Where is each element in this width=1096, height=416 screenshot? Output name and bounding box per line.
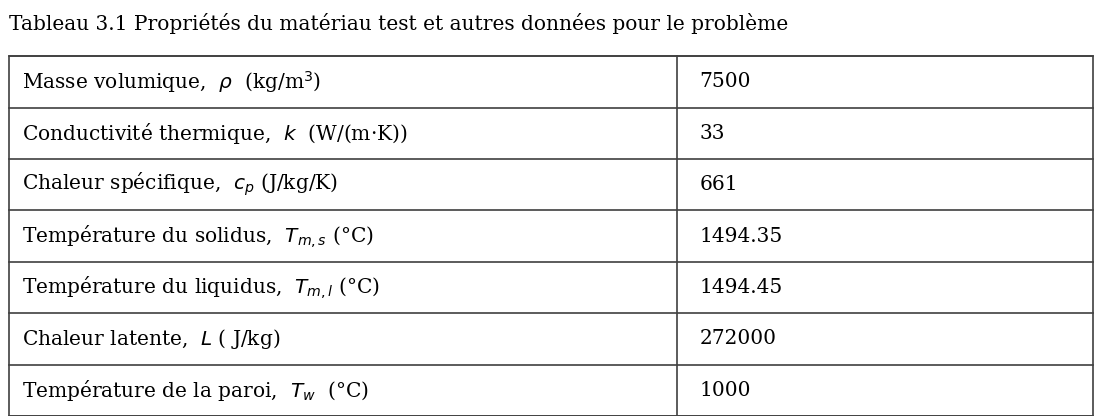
Text: 1000: 1000	[699, 381, 751, 400]
Text: Chaleur latente,  $L$ ( J/kg): Chaleur latente, $L$ ( J/kg)	[22, 327, 281, 351]
Text: 661: 661	[699, 175, 738, 194]
Text: 7500: 7500	[699, 72, 751, 92]
Text: Conductivité thermique,  $k$  (W/(m·K)): Conductivité thermique, $k$ (W/(m·K))	[22, 121, 408, 146]
Text: 1494.45: 1494.45	[699, 278, 783, 297]
Bar	[9, 56, 1093, 416]
Text: Tableau 3.1 Propriétés du matériau test et autres données pour le problème: Tableau 3.1 Propriétés du matériau test …	[9, 13, 788, 34]
Text: Chaleur spécifique,  $c_p$ (J/kg/K): Chaleur spécifique, $c_p$ (J/kg/K)	[22, 171, 338, 198]
Text: Température de la paroi,  $T_w$  (°C): Température de la paroi, $T_w$ (°C)	[22, 378, 368, 403]
Text: 272000: 272000	[699, 329, 776, 348]
Text: Température du solidus,  $T_{m,s}$ (°C): Température du solidus, $T_{m,s}$ (°C)	[22, 223, 374, 250]
Text: 1494.35: 1494.35	[699, 227, 783, 245]
Text: 33: 33	[699, 124, 724, 143]
Text: Masse volumique,  $\rho$  (kg/m$^3$): Masse volumique, $\rho$ (kg/m$^3$)	[22, 69, 321, 95]
Text: Température du liquidus,  $T_{m,l}$ (°C): Température du liquidus, $T_{m,l}$ (°C)	[22, 274, 380, 301]
